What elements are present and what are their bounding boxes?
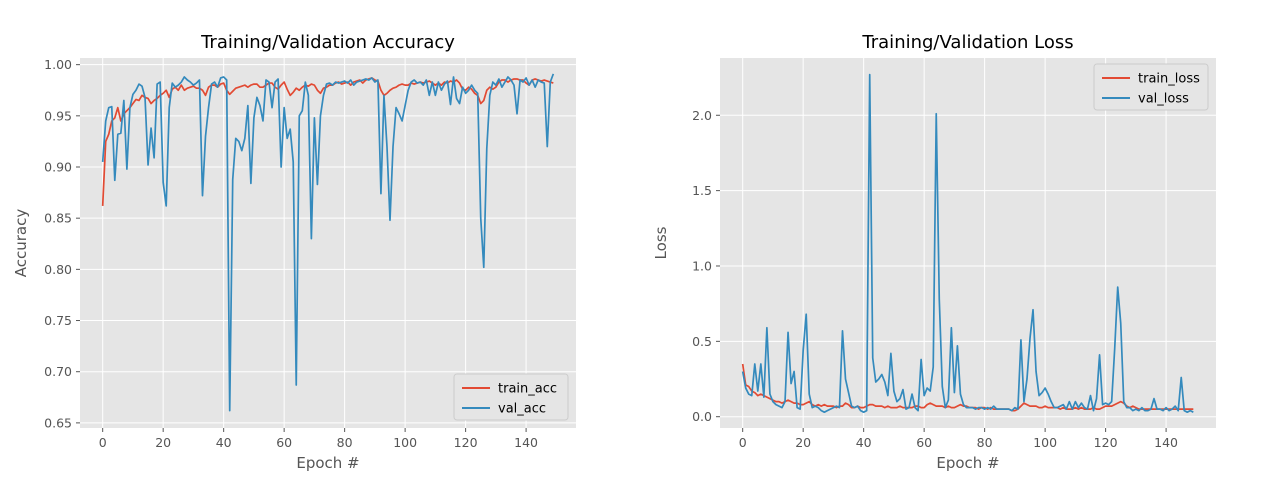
x-tick-label: 100	[1033, 435, 1057, 450]
chart-title: Training/Validation Accuracy	[200, 32, 455, 53]
y-tick-label: 0.85	[44, 211, 72, 226]
x-tick-label: 140	[1154, 435, 1178, 450]
x-tick-label: 80	[977, 435, 993, 450]
x-tick-label: 120	[1094, 435, 1118, 450]
x-tick-label: 0	[739, 435, 747, 450]
series-line-val_acc	[101, 73, 555, 412]
x-tick-label: 20	[795, 435, 811, 450]
x-tick-label: 40	[856, 435, 872, 450]
plot-area	[80, 58, 576, 428]
x-tick-label: 60	[276, 435, 292, 450]
y-axis-label: Accuracy	[12, 209, 30, 278]
legend-label-train_acc: train_acc	[498, 382, 557, 397]
accuracy-chart: 0 20 40 60 80 100 120 140 0.65 0.70 0.75 0.80 0.85 0.…	[12, 32, 576, 472]
y-axis-label: Loss	[652, 226, 670, 259]
loss-chart: 0 20 40 60 80 100 120 140 0.0 0.5 1.0 1.5 2.0 Trainin…	[652, 32, 1216, 472]
y-tick-label: 1.0	[692, 258, 712, 273]
series-line-val_loss	[741, 73, 1194, 414]
legend-label-val_acc: val_acc	[498, 402, 546, 417]
y-tick-label: 0.0	[692, 409, 712, 424]
x-tick-label: 100	[393, 435, 417, 450]
y-tick-label: 0.5	[692, 334, 712, 349]
legend: train_loss val_loss	[1093, 63, 1209, 111]
x-tick-label: 0	[99, 435, 107, 450]
x-axis-label: Epoch #	[296, 454, 359, 472]
y-tick-label: 1.00	[44, 57, 72, 72]
y-tick-label: 0.95	[44, 108, 72, 123]
x-tick-label: 60	[916, 435, 932, 450]
y-tick-label: 2.0	[692, 108, 712, 123]
y-tick-label: 0.75	[44, 313, 72, 328]
y-tick-label: 0.90	[44, 160, 72, 175]
x-tick-label: 40	[216, 435, 232, 450]
y-tick-label: 0.65	[44, 415, 72, 430]
x-tick-label: 140	[514, 435, 538, 450]
legend-label-val_loss: val_loss	[1138, 92, 1189, 107]
x-tick-label: 80	[337, 435, 353, 450]
y-tick-label: 1.5	[692, 183, 712, 198]
legend-label-train_loss: train_loss	[1138, 72, 1200, 87]
y-tick-label: 0.70	[44, 364, 72, 379]
legend: train_acc val_acc	[453, 373, 569, 421]
y-tick-label: 0.80	[44, 262, 72, 277]
x-axis-label: Epoch #	[936, 454, 999, 472]
x-tick-label: 120	[454, 435, 478, 450]
x-tick-label: 20	[155, 435, 171, 450]
chart-title: Training/Validation Loss	[861, 32, 1073, 53]
